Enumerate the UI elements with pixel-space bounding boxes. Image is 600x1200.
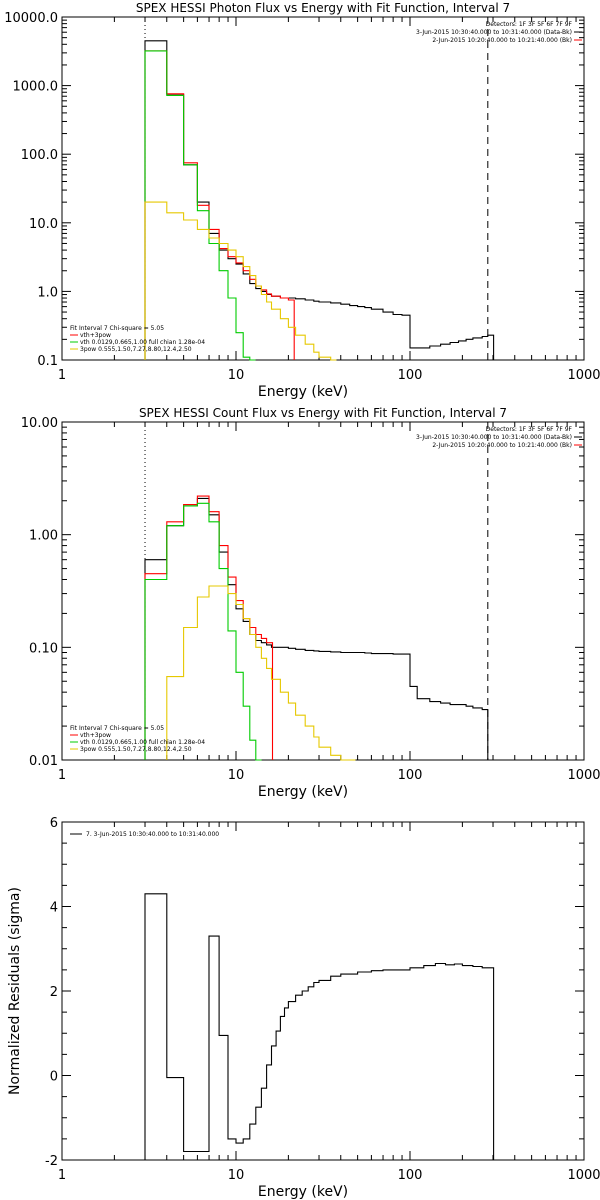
plot-frame (61, 16, 585, 361)
legend-top-right-text: 2-Jun-2015 10:20:40.000 to 10:21:40.000 … (432, 37, 572, 44)
count-flux-chart: SPEX HESSI Count Flux vs Energy with Fit… (21, 406, 600, 800)
x-tick-label: 10 (228, 768, 245, 783)
legend-bottom-left-text: vth 0.0129,0.665,1.00 full chian 1.28e-0… (80, 339, 205, 346)
legend-top-right-text: Detectors: 1F 3F 5F 6F 7F 9F (486, 426, 573, 433)
y-tick-label: 10000.0 (4, 11, 58, 26)
y-tick-label: -2 (45, 1154, 58, 1169)
x-tick-label: 1000 (567, 768, 600, 783)
x-axis-label: Energy (keV) (258, 384, 348, 400)
legend-text: 7. 3-Jun-2015 10:30:40.000 to 10:31:40.0… (86, 831, 219, 838)
x-tick-label: 10 (228, 1168, 245, 1183)
plot-frame (61, 421, 585, 761)
series-line-3pow (166, 585, 356, 761)
series-line-vth-3pow (144, 495, 274, 760)
legend-top-right-text: 3-Jun-2015 10:30:40.000 to 10:31:40.000 … (416, 29, 572, 36)
series-line-data-bk (144, 497, 494, 761)
x-tick-label: 10 (228, 368, 245, 383)
chart-title: SPEX HESSI Photon Flux vs Energy with Fi… (136, 1, 510, 15)
legend-bottom-left-text: Fit Interval 7 Chi-square = 5.05 (70, 725, 164, 732)
y-tick-label: 0.01 (29, 754, 58, 769)
series-line-3pow (144, 201, 337, 361)
y-tick-label: 6 (50, 816, 58, 831)
legend-bottom-left-text: Fit Interval 7 Chi-square = 5.05 (70, 325, 164, 332)
y-tick-label: 1.0 (37, 285, 58, 300)
legend-bottom-left-text: vth+3pow (80, 332, 111, 339)
residuals-chart: 1 10 100 1000 -2 0 2 4 6 Energy (keV) Normalized R… (7, 816, 600, 1200)
y-tick-label: 10.00 (21, 416, 58, 431)
legend-top-right-text: 2-Jun-2015 10:20:40.000 to 10:21:40.000 … (432, 442, 572, 449)
x-tick-label: 1000 (567, 1168, 600, 1183)
x-tick-label: 1 (58, 368, 66, 383)
x-tick-label: 100 (398, 368, 423, 383)
y-tick-label: 1.00 (29, 529, 58, 544)
y-tick-label: 10.0 (29, 217, 58, 232)
y-axis-label: Normalized Residuals (sigma) (7, 887, 23, 1095)
x-tick-label: 1000 (567, 368, 600, 383)
legend-bottom-left-text: vth+3pow (80, 732, 111, 739)
series-line-vth-3pow (144, 50, 295, 360)
legend-top-right-text: Detectors: 1F 3F 5F 6F 7F 9F (486, 21, 573, 28)
legend-bottom-left-text: vth 0.0129,0.665,1.00 full chian 1.28e-0… (80, 739, 205, 746)
y-tick-label: 2 (50, 985, 58, 1000)
y-tick-label: 0.1 (37, 354, 58, 369)
x-axis-label: Energy (keV) (258, 784, 348, 800)
photon-flux-chart: SPEX HESSI Photon Flux vs Energy with Fi… (4, 1, 600, 400)
x-tick-label: 1 (58, 768, 66, 783)
y-tick-label: 0.10 (29, 641, 58, 656)
plot-frame (61, 821, 585, 1161)
y-tick-label: 0 (50, 1070, 58, 1085)
x-tick-label: 100 (398, 1168, 423, 1183)
y-tick-label: 4 (50, 901, 58, 916)
x-tick-label: 100 (398, 768, 423, 783)
y-tick-label: 100.0 (21, 148, 58, 163)
series-line-vth (144, 502, 262, 761)
legend-bottom-left-text: 3pow 0.555,1.50,7.27,8.80,12.4,2.50 (80, 346, 192, 353)
x-tick-label: 1 (58, 1168, 66, 1183)
x-axis-label: Energy (keV) (258, 1184, 348, 1200)
legend-bottom-left-text: 3pow 0.555,1.50,7.27,8.80,12.4,2.50 (80, 746, 192, 753)
legend-top-right-text: 3-Jun-2015 10:30:40.000 to 10:31:40.000 … (416, 434, 572, 441)
series-line-residuals (144, 893, 495, 1160)
chart-title: SPEX HESSI Count Flux vs Energy with Fit… (139, 406, 507, 420)
y-tick-label: 1000.0 (13, 80, 59, 95)
series-line-data-bk (144, 40, 495, 360)
